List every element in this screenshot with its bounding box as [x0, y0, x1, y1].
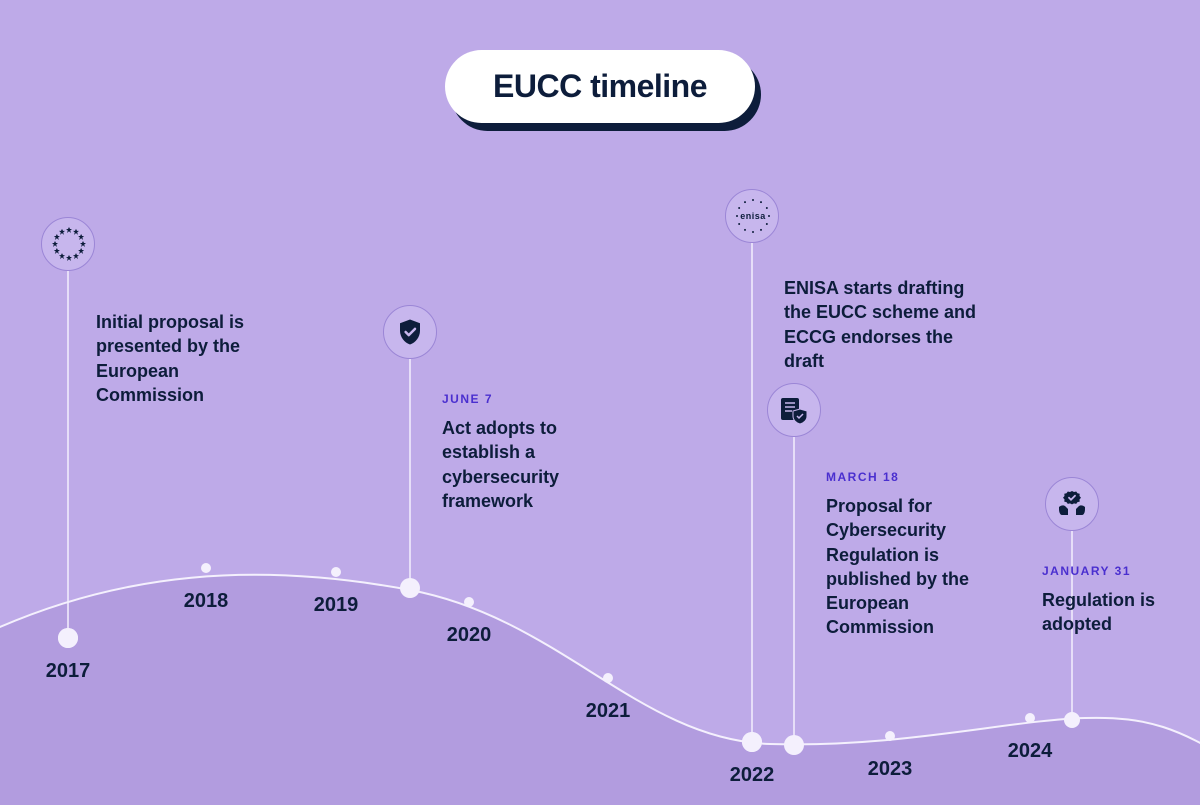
- year-dot: [742, 732, 762, 752]
- year-dot: [201, 563, 211, 573]
- event-description: Act adopts to establish a cybersecurity …: [442, 416, 622, 513]
- event-description: Regulation is adopted: [1042, 588, 1182, 637]
- event-anchor-dot: [58, 628, 78, 648]
- event-enisa-draft: ENISA starts drafting the EUCC scheme an…: [784, 276, 994, 373]
- event-regulation-adopted: JANUARY 31 Regulation is adopted: [1042, 564, 1182, 637]
- event-description: ENISA starts drafting the EUCC scheme an…: [784, 276, 994, 373]
- event-description: Proposal for Cybersecurity Regulation is…: [826, 494, 986, 640]
- timeline-curve: [0, 575, 1200, 760]
- eu-stars-icon: [41, 217, 95, 271]
- event-anchor-dot: [784, 735, 804, 755]
- curve-fill: [0, 575, 1200, 805]
- year-dot: [58, 628, 78, 648]
- enisa-icon: enisa: [725, 189, 779, 243]
- event-anchor-dot: [742, 732, 762, 752]
- year-label: 2018: [184, 590, 229, 613]
- year-dot: [331, 567, 341, 577]
- title-badge: EUCC timeline: [445, 50, 755, 123]
- year-dot: [885, 731, 895, 741]
- page-title: EUCC timeline: [493, 68, 707, 105]
- event-anchor-dot: [1064, 712, 1080, 728]
- event-proposal-published: MARCH 18 Proposal for Cybersecurity Regul…: [826, 470, 986, 640]
- year-label: 2017: [46, 660, 91, 683]
- year-label: 2019: [314, 594, 359, 617]
- year-dot: [464, 597, 474, 607]
- year-label: 2022: [730, 764, 775, 787]
- event-act-adopts: JUNE 7 Act adopts to establish a cybersec…: [442, 392, 622, 513]
- hands-check-icon: [1045, 477, 1099, 531]
- doc-shield-icon: [767, 383, 821, 437]
- year-dot: [1025, 713, 1035, 723]
- year-label: 2023: [868, 758, 913, 781]
- event-anchor-dot: [400, 578, 420, 598]
- event-description: Initial proposal is presented by the Eur…: [96, 310, 276, 407]
- year-label: 2024: [1008, 740, 1053, 763]
- year-label: 2020: [447, 624, 492, 647]
- year-label: 2021: [586, 700, 631, 723]
- svg-text:enisa: enisa: [740, 211, 766, 221]
- event-date: JUNE 7: [442, 392, 622, 406]
- shield-check-icon: [383, 305, 437, 359]
- year-dot: [603, 673, 613, 683]
- event-date: JANUARY 31: [1042, 564, 1182, 578]
- event-date: MARCH 18: [826, 470, 986, 484]
- event-initial-proposal: Initial proposal is presented by the Eur…: [96, 310, 276, 407]
